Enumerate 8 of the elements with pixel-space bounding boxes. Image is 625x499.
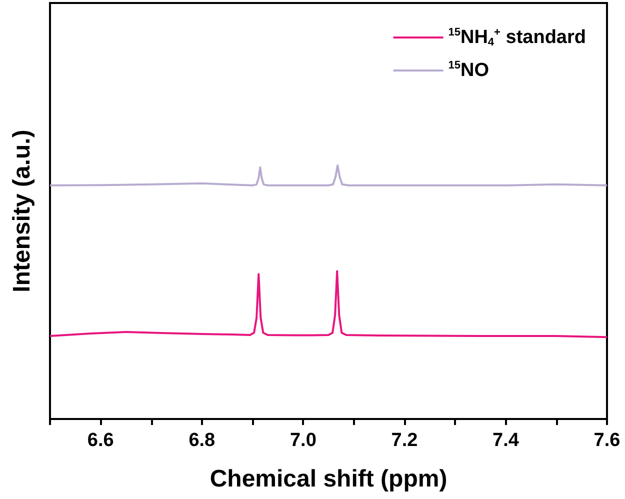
x-tick-label: 7.6 (594, 430, 620, 451)
x-axis-title: Chemical shift (ppm) (210, 466, 448, 492)
y-axis-title: Intensity (a.u.) (8, 130, 36, 292)
x-tick-label: 7.4 (492, 430, 520, 451)
x-tick-label: 7.2 (391, 430, 418, 451)
x-tick-label: 6.6 (87, 430, 114, 451)
x-tick-label: 6.8 (188, 430, 216, 451)
text: 7.0 (290, 430, 316, 451)
